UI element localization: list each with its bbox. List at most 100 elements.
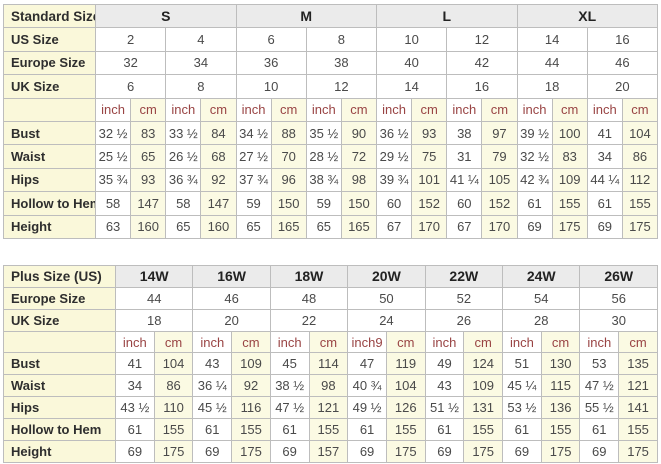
measurement-cell: 34 ½ xyxy=(235,120,272,146)
measurement-cell: 61 xyxy=(579,418,620,442)
unit-header-cell: inch xyxy=(269,330,310,354)
measurement-cell: 100 xyxy=(551,120,588,146)
row-label: UK Size xyxy=(3,308,116,332)
measurement-cell: 147 xyxy=(130,191,167,216)
measurement-cell: 60 xyxy=(375,191,413,216)
measurement-cell: 79 xyxy=(481,144,518,169)
measurement-cell: 47 ½ xyxy=(579,374,620,398)
unit-header-cell: inch xyxy=(235,97,272,122)
unit-row-spacer xyxy=(3,97,96,122)
size-group-header: L xyxy=(376,3,518,29)
measurement-cell: 59 xyxy=(235,191,272,216)
plus-corner-label: Plus Size (US) xyxy=(3,264,116,288)
measurement-cell: 175 xyxy=(385,440,426,463)
measurement-cell: 51 xyxy=(502,352,542,376)
measurement-cell: 38 ¾ xyxy=(305,167,342,193)
size-group-header: 24W xyxy=(502,264,581,288)
measurement-cell: 175 xyxy=(618,440,658,463)
measurement-cell: 35 ½ xyxy=(305,120,342,146)
measurement-cell: 27 ½ xyxy=(235,144,272,169)
size-number-cell: 12 xyxy=(305,74,378,99)
measurement-cell: 39 ½ xyxy=(516,120,553,146)
measurement-cell: 53 ½ xyxy=(502,396,542,420)
measurement-cell: 38 xyxy=(446,120,483,146)
size-number-cell: 20 xyxy=(192,308,271,332)
unit-header-cell: cm xyxy=(340,97,378,122)
measurement-cell: 61 xyxy=(115,418,155,442)
size-number-cell: 24 xyxy=(347,308,426,332)
measurement-cell: 130 xyxy=(540,352,581,376)
unit-header-cell: cm xyxy=(618,330,658,354)
size-number-cell: 18 xyxy=(114,308,194,332)
measurement-cell: 43 ½ xyxy=(115,396,155,420)
measurement-cell: 49 xyxy=(424,352,465,376)
measurement-cell: 49 ½ xyxy=(347,396,387,420)
unit-header-cell: cm xyxy=(130,97,167,122)
measurement-cell: 175 xyxy=(231,440,271,463)
unit-header-cell: cm xyxy=(551,97,588,122)
size-number-cell: 8 xyxy=(305,27,378,52)
size-number-cell: 44 xyxy=(114,286,194,310)
measurement-cell: 104 xyxy=(385,374,426,398)
measurement-cell: 155 xyxy=(231,418,271,442)
measurement-cell: 60 xyxy=(446,191,483,216)
unit-header-cell: inch xyxy=(424,330,465,354)
measurement-cell: 86 xyxy=(153,374,194,398)
measurement-cell: 83 xyxy=(551,144,588,169)
row-label: Europe Size xyxy=(3,50,96,76)
size-number-cell: 46 xyxy=(586,50,659,76)
measurement-cell: 92 xyxy=(231,374,271,398)
row-label: Europe Size xyxy=(3,286,116,310)
size-group-header: XL xyxy=(516,3,658,29)
standard-size-grid: Standard Size S M L XL US Size 2 4 6 8 10 12 14 16 Eur… xyxy=(3,3,659,239)
unit-header-cell: cm xyxy=(481,97,518,122)
measurement-cell: 155 xyxy=(618,418,658,442)
measurement-cell: 150 xyxy=(340,191,378,216)
size-number-cell: 36 xyxy=(235,50,307,76)
measurement-cell: 43 xyxy=(424,374,465,398)
measurement-cell: 67 xyxy=(446,214,483,239)
measurement-cell: 45 xyxy=(269,352,310,376)
measurement-cell: 43 xyxy=(192,352,233,376)
unit-header-cell: cm xyxy=(621,97,659,122)
row-label: Hips xyxy=(3,396,116,420)
measurement-cell: 67 xyxy=(375,214,413,239)
measurement-cell: 69 xyxy=(347,440,387,463)
unit-header-cell: inch xyxy=(375,97,413,122)
size-number-cell: 10 xyxy=(375,27,448,52)
measurement-cell: 40 ¾ xyxy=(347,374,387,398)
size-number-cell: 6 xyxy=(235,27,307,52)
row-label: UK Size xyxy=(3,74,96,99)
measurement-cell: 44 ¼ xyxy=(586,167,623,193)
size-group-header: 26W xyxy=(579,264,658,288)
size-number-cell: 18 xyxy=(516,74,588,99)
unit-header-cell: cm xyxy=(200,97,237,122)
size-number-cell: 12 xyxy=(446,27,518,52)
measurement-cell: 41 xyxy=(586,120,623,146)
measurement-cell: 165 xyxy=(340,214,378,239)
measurement-cell: 155 xyxy=(551,191,588,216)
measurement-cell: 63 xyxy=(94,214,132,239)
plus-size-grid: Plus Size (US) 14W 16W 18W 20W 22W 24W 26W Europ… xyxy=(3,264,658,463)
measurement-cell: 160 xyxy=(200,214,237,239)
size-number-cell: 20 xyxy=(586,74,659,99)
standard-size-table: Standard Size S M L XL US Size 2 4 6 8 10 12 14 16 Eur… xyxy=(3,3,659,239)
measurement-cell: 93 xyxy=(411,120,448,146)
measurement-cell: 61 xyxy=(502,418,542,442)
unit-header-cell: inch xyxy=(579,330,620,354)
measurement-cell: 61 xyxy=(347,418,387,442)
unit-header-cell: cm xyxy=(411,97,448,122)
measurement-cell: 90 xyxy=(340,120,378,146)
measurement-cell: 69 xyxy=(115,440,155,463)
measurement-cell: 175 xyxy=(540,440,581,463)
measurement-cell: 61 xyxy=(586,191,623,216)
row-label: Height xyxy=(3,440,116,463)
measurement-cell: 61 xyxy=(516,191,553,216)
measurement-cell: 36 ½ xyxy=(375,120,413,146)
unit-header-cell: cm xyxy=(153,330,194,354)
measurement-cell: 109 xyxy=(463,374,504,398)
measurement-cell: 69 xyxy=(586,214,623,239)
measurement-cell: 29 ½ xyxy=(375,144,413,169)
size-number-cell: 22 xyxy=(269,308,349,332)
unit-header-cell: cm xyxy=(308,330,349,354)
